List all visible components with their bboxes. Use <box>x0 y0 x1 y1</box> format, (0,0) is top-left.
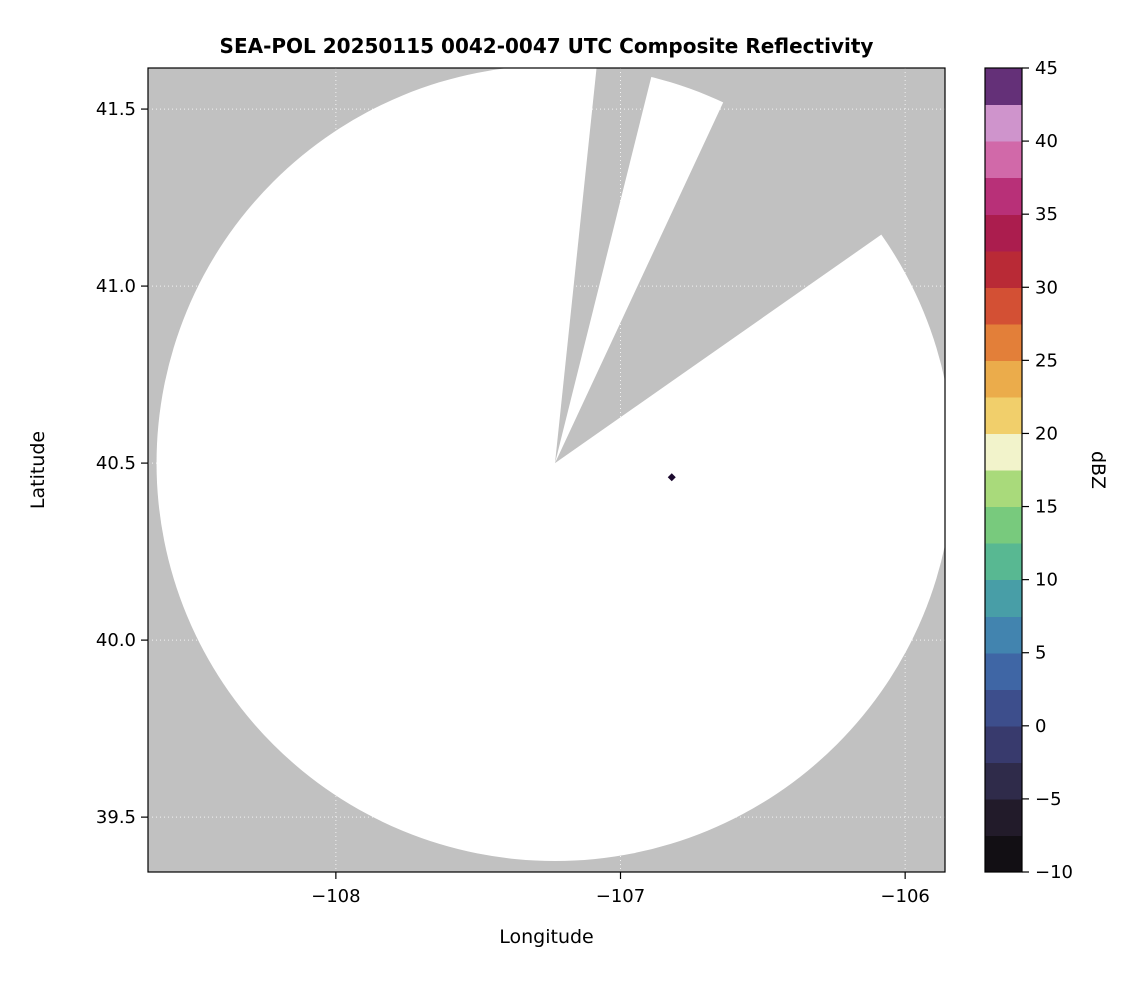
colorbar-band <box>985 835 1022 873</box>
colorbar-band <box>985 762 1022 800</box>
colorbar-band <box>985 360 1022 398</box>
colorbar-band <box>985 287 1022 325</box>
colorbar-frame <box>984 67 1023 873</box>
colorbar-tick-label: 5 <box>1035 643 1046 664</box>
y-tick-label: 41.5 <box>96 99 136 120</box>
y-tick-label: 40.5 <box>96 453 136 474</box>
colorbar-tick-label: 0 <box>1035 716 1046 737</box>
axes-frame <box>147 67 946 873</box>
colorbar-tick-label: 40 <box>1035 131 1058 152</box>
colorbar-label: dBZ <box>1087 450 1109 490</box>
blocked-sector <box>555 68 654 464</box>
colorbar-band <box>985 323 1022 361</box>
colorbar-tick-label: 45 <box>1035 58 1058 79</box>
colorbar-tick-label: 20 <box>1035 423 1058 444</box>
colorbar-band <box>985 396 1022 435</box>
colorbar-band <box>985 506 1022 544</box>
colorbar-band <box>985 68 1022 106</box>
x-tick-label: −108 <box>311 886 360 907</box>
colorbar-band <box>985 177 1022 215</box>
colorbar-tick-label: 30 <box>1035 277 1058 298</box>
colorbar-band <box>985 579 1022 617</box>
colorbar-tick-label: 25 <box>1035 350 1058 371</box>
y-tick-label: 40.0 <box>96 630 136 651</box>
y-tick-label: 39.5 <box>96 807 136 828</box>
echo-point <box>667 473 676 482</box>
y-axis-label: Latitude <box>27 430 49 510</box>
colorbar-band <box>985 214 1022 252</box>
colorbar-band <box>985 470 1022 508</box>
colorbar-band <box>985 250 1022 288</box>
colorbar-tick-label: −5 <box>1035 789 1062 810</box>
blocked-sector <box>555 68 945 464</box>
x-tick-label: −106 <box>880 886 929 907</box>
colorbar-tick-label: −10 <box>1035 862 1073 883</box>
colorbar-band <box>985 141 1022 179</box>
colorbar-tick-label: 35 <box>1035 204 1058 225</box>
colorbar-band <box>985 433 1022 471</box>
colorbar-band <box>985 616 1022 654</box>
plot-title: SEA-POL 20250115 0042-0047 UTC Composite… <box>219 34 874 58</box>
colorbar-band <box>985 725 1022 763</box>
colorbar-tick-label: 15 <box>1035 497 1058 518</box>
colorbar-band <box>985 798 1022 837</box>
colorbar-band <box>985 652 1022 690</box>
colorbar-band <box>985 543 1022 581</box>
y-tick-label: 41.0 <box>96 276 136 297</box>
colorbar-tick-label: 10 <box>1035 570 1058 591</box>
colorbar-band <box>985 104 1022 142</box>
colorbar-band <box>985 689 1022 727</box>
x-axis-label: Longitude <box>499 926 594 948</box>
x-tick-label: −107 <box>596 886 645 907</box>
